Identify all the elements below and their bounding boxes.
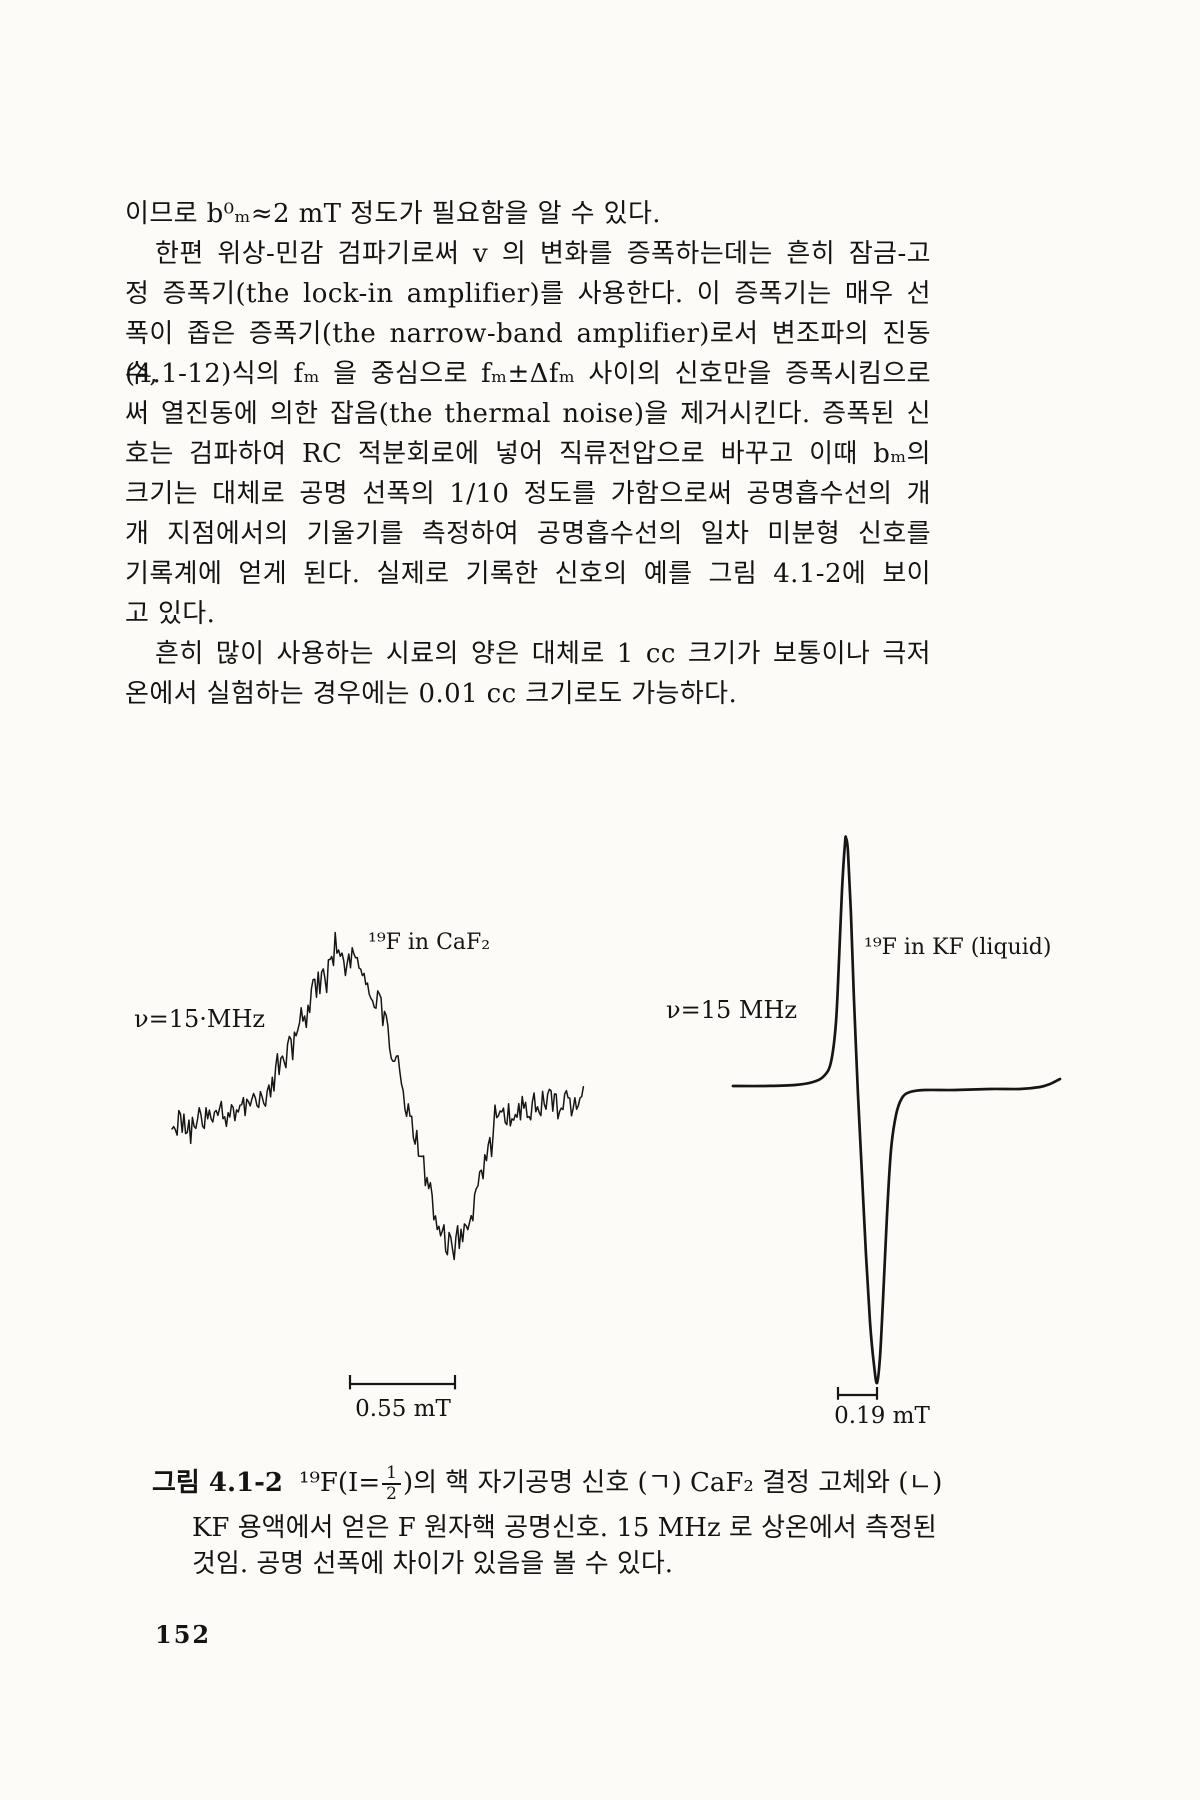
caption-line-1: 그림 4.1-2 ¹⁹F(I= 1 2)의 핵 자기공명 신호 (ㄱ) CaF₂ 결정… bbox=[152, 1456, 1024, 1510]
body-line: 이므로 b⁰ₘ≈2 mT 정도가 필요함을 알 수 있다. bbox=[125, 199, 661, 229]
figure-number: 그림 4.1-2 bbox=[152, 1468, 284, 1498]
left-trace-title: ¹⁹F in CaF₂ bbox=[368, 930, 491, 955]
body-line: 온에서 실험하는 경우에는 0.01 cc 크기로도 가능하다. bbox=[125, 679, 738, 709]
body-line: 크기는 대체로 공명 선폭의 1/10 정도를 가함으로써 공명흡수선의 개 bbox=[125, 479, 931, 509]
caption-text-pre-fraction: ¹⁹F(I= bbox=[299, 1468, 381, 1498]
body-line: 흔히 많이 사용하는 시료의 양은 대체로 1 cc 크기가 보통이나 극저 bbox=[155, 639, 931, 669]
body-line: 폭이 좁은 증폭기(the narrow-band amplifier)로서 변… bbox=[125, 319, 931, 389]
body-text: 이므로 b⁰ₘ≈2 mT 정도가 필요함을 알 수 있다. 한편 위상-민감 검파… bbox=[125, 194, 931, 714]
body-line: 한편 위상-민감 검파기로써 v 의 변화를 증폭하는데는 흔히 잠금-고 bbox=[155, 239, 931, 269]
caption-line-3: 것임. 공명 선폭에 차이가 있음을 볼 수 있다. bbox=[192, 1549, 674, 1579]
right-trace-title: ¹⁹F in KF (liquid) bbox=[864, 935, 1052, 960]
body-line: 정 증폭기(the lock-in amplifier)를 사용한다. 이 증폭… bbox=[125, 279, 931, 309]
left-scale-bar-label: 0.55 mT bbox=[355, 1396, 451, 1422]
caption-line-2: KF 용액에서 얻은 F 원자핵 공명신호. 15 MHz 로 상온에서 측정된 bbox=[192, 1513, 937, 1543]
page-number: 152 bbox=[155, 1620, 212, 1649]
body-line: (4.1-12)식의 fₘ 을 중심으로 fₘ±Δfₘ 사이의 신호만을 증폭시… bbox=[125, 359, 931, 389]
body-line: 고 있다. bbox=[125, 599, 216, 629]
body-line: 개 지점에서의 기울기를 측정하여 공명흡수선의 일차 미분형 신호를 bbox=[125, 519, 931, 549]
body-line: 써 열진동에 의한 잡음(the thermal noise)을 제거시킨다. … bbox=[125, 399, 931, 429]
body-line: 호는 검파하여 RC 적분회로에 넣어 직류전압으로 바꾸고 이때 bₘ의 bbox=[125, 439, 931, 469]
figure-caption: 그림 4.1-2 ¹⁹F(I= 1 2)의 핵 자기공명 신호 (ㄱ) CaF₂ 결정… bbox=[152, 1456, 1024, 1582]
right-trace-frequency-label: ν=15 MHz bbox=[666, 996, 798, 1024]
left-trace-frequency-label: ν=15·MHz bbox=[134, 1005, 266, 1033]
caption-text-post-fraction: )의 핵 자기공명 신호 (ㄱ) CaF₂ 결정 고체와 (ㄴ) bbox=[402, 1468, 943, 1498]
fraction-denominator: 2 bbox=[386, 1484, 397, 1504]
fraction-numerator: 1 bbox=[382, 1464, 401, 1485]
body-line: 기록계에 얻게 된다. 실제로 기록한 신호의 예를 그림 4.1-2에 보이 bbox=[125, 559, 931, 589]
right-scale-bar-label: 0.19 mT bbox=[834, 1403, 930, 1429]
